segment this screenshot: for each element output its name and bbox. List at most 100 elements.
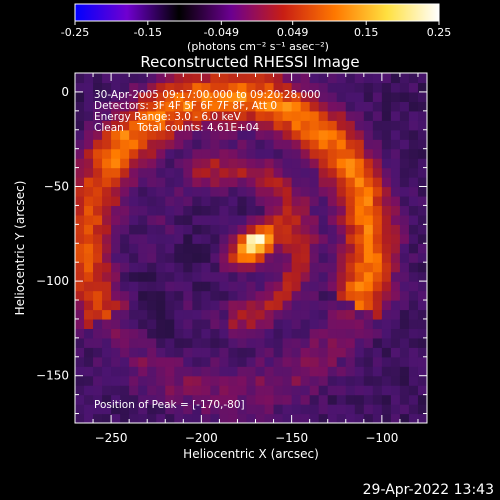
heatmap-cell [318,356,329,367]
heatmap-cell [354,186,365,197]
heatmap-cell [174,177,184,188]
heatmap-cell [318,366,329,377]
heatmap-cell [417,281,427,292]
heatmap-cell [174,82,184,93]
heatmap-cell [408,337,419,348]
heatmap-cell [327,214,338,225]
heatmap-cell [201,271,211,282]
heatmap-cell [210,167,221,178]
heatmap-cell [327,300,338,311]
colorbar-tick-label: -0.15 [134,26,162,39]
heatmap-cell [282,375,293,386]
heatmap-cell [165,318,175,330]
heatmap-cell [192,195,202,207]
heatmap-cell [264,262,275,273]
heatmap-cell [273,385,284,396]
heatmap-cell [255,318,266,330]
heatmap-cell [129,413,139,423]
heatmap-cell [399,101,410,112]
heatmap-cell [219,262,230,273]
heatmap-cell [156,110,166,121]
heatmap-cell [273,394,284,405]
heatmap-cell [183,413,193,423]
heatmap-cell [75,167,85,178]
heatmap-cell [102,243,112,254]
heatmap-cell [120,337,130,348]
heatmap-cell [417,394,427,405]
heatmap-cell [192,413,202,423]
heatmap-cell [228,337,239,348]
heatmap-cell [246,252,257,263]
heatmap-cell [210,205,221,216]
heatmap-cell [372,262,383,273]
heatmap-cell [327,252,338,263]
heatmap-cell [246,186,257,197]
heatmap-cell [237,224,248,235]
heatmap-cell [138,252,148,263]
heatmap-cell [228,195,239,207]
heatmap-cell [192,205,202,216]
heatmap-cell [354,281,365,292]
heatmap-cell [138,167,148,178]
heatmap-cell [102,394,112,405]
colorbar-tick-label: -0.049 [204,26,239,39]
heatmap-cell [165,347,175,358]
heatmap-cell [84,177,94,188]
heatmap-cell [174,186,184,197]
heatmap-cell [417,385,427,396]
heatmap-cell [372,290,383,301]
heatmap-cell [354,366,365,377]
heatmap-cell [390,337,401,348]
heatmap-cell [147,205,157,216]
heatmap-cell [390,271,401,282]
heatmap-cell [327,337,338,348]
heatmap-cell [309,233,320,244]
heatmap-cell [237,120,248,131]
heatmap-cell [147,177,157,188]
heatmap-cell [147,233,157,244]
heatmap-cell [156,233,166,244]
heatmap-cell [147,366,157,377]
heatmap-cell [354,243,365,254]
axis-ticks: −250 −200 −150 −100 0 −50 −100 −150 [36,73,427,445]
heatmap-cell [129,82,139,93]
heatmap-cell [273,158,284,169]
heatmap-cell [363,120,374,131]
heatmap-cell [417,101,427,112]
heatmap-cell [264,252,275,263]
heatmap-cell [129,309,139,320]
heatmap-cell [192,120,202,131]
heatmap-cell [120,214,130,225]
heatmap-cell [156,366,166,377]
heatmap-cell [381,347,392,358]
heatmap-cell [84,366,94,377]
heatmap-cell [210,328,221,339]
heatmap-cell [174,290,184,301]
heatmap-cell [273,120,284,131]
heatmap-cell [381,309,392,320]
heatmap-cell [354,167,365,178]
heatmap-cell [183,318,193,330]
heatmap-cell [84,120,94,131]
heatmap-cell [75,271,85,282]
heatmap-cell [210,385,221,396]
heatmap-cell [273,328,284,339]
heatmap-cell [354,271,365,282]
heatmap-cell [192,139,202,150]
heatmap-cell [93,404,103,415]
heatmap-cell [291,300,302,311]
heatmap-cell [201,233,211,244]
heatmap-cell [129,385,139,396]
heatmap-cell [381,243,392,254]
heatmap-cell [84,158,94,169]
heatmap-cell [165,281,175,292]
heatmap-cell [93,91,103,102]
heatmap-cell [336,385,347,396]
heatmap-cell [93,375,103,386]
heatmap-cell [399,394,410,405]
heatmap-cell [183,394,193,405]
heatmap-cell [300,318,311,330]
heatmap-cell [255,309,266,320]
heatmap-cell [120,309,130,320]
heatmap-cell [336,82,347,93]
